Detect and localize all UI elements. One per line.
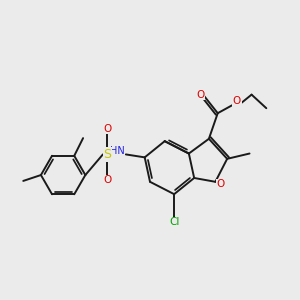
Text: S: S bbox=[103, 148, 111, 161]
Text: O: O bbox=[196, 90, 204, 100]
Text: Cl: Cl bbox=[169, 218, 179, 227]
Text: O: O bbox=[233, 96, 241, 106]
Text: Cl: Cl bbox=[169, 218, 179, 227]
Text: S: S bbox=[103, 148, 111, 161]
Text: HN: HN bbox=[110, 146, 124, 156]
Text: HN: HN bbox=[110, 146, 124, 156]
Text: O: O bbox=[103, 124, 111, 134]
Text: O: O bbox=[217, 179, 225, 189]
Text: O: O bbox=[217, 179, 225, 189]
Text: O: O bbox=[103, 124, 111, 134]
Text: O: O bbox=[233, 96, 241, 106]
Text: O: O bbox=[103, 175, 111, 185]
Text: O: O bbox=[103, 175, 111, 185]
Text: O: O bbox=[196, 90, 204, 100]
